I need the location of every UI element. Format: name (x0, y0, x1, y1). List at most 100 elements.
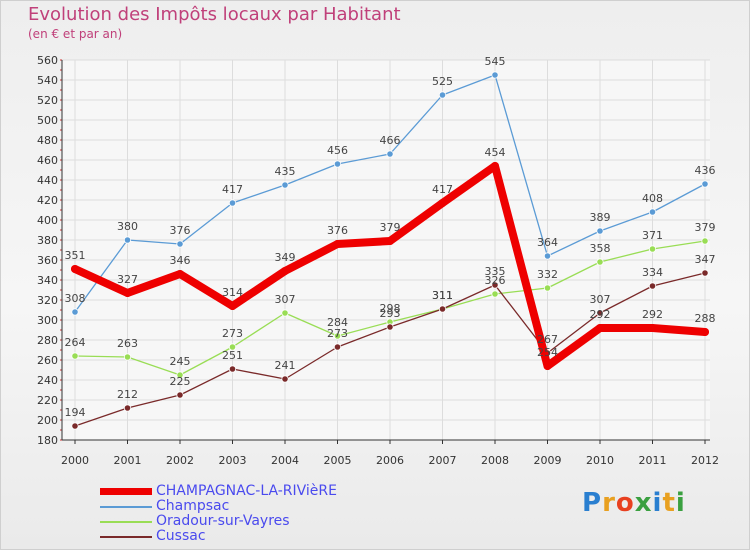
data-point (701, 237, 709, 245)
data-label: 241 (275, 359, 296, 372)
data-point (333, 160, 342, 168)
data-label: 212 (117, 388, 138, 401)
data-label: 456 (327, 144, 348, 157)
data-point (648, 245, 657, 253)
legend-label: Cussac (156, 528, 206, 544)
y-tick-label: 520 (37, 94, 58, 107)
data-point (543, 284, 552, 292)
x-tick-label: 2006 (376, 454, 404, 467)
x-tick-label: 2002 (166, 454, 194, 467)
legend-swatch (100, 488, 152, 495)
logo-letter: x (634, 488, 653, 518)
y-tick-label: 360 (37, 254, 58, 267)
data-label: 454 (485, 146, 506, 159)
data-point (333, 343, 342, 351)
data-label: 358 (590, 242, 611, 255)
data-label: 379 (695, 221, 716, 234)
x-tick-label: 2003 (219, 454, 247, 467)
data-label: 417 (222, 183, 243, 196)
y-tick-label: 560 (37, 54, 58, 67)
data-label: 263 (117, 337, 138, 350)
data-label: 311 (432, 289, 453, 302)
data-point (543, 252, 552, 260)
y-tick-label: 200 (37, 414, 58, 427)
line-chart: 180 200 220 240 260 280 300 320 340 360 380 400 420 4… (37, 54, 719, 467)
data-label: 307 (275, 293, 296, 306)
data-label: 293 (380, 307, 401, 320)
data-point (596, 258, 604, 266)
logo-letter: t (662, 488, 676, 518)
y-tick-label: 280 (37, 334, 58, 347)
data-point (701, 328, 709, 336)
data-label: 307 (590, 293, 611, 306)
data-point (123, 353, 132, 361)
x-tick-label: 2007 (429, 454, 457, 467)
data-point (333, 332, 342, 340)
x-tick-label: 2011 (639, 454, 667, 467)
data-label: 376 (170, 224, 191, 237)
x-tick-label: 2009 (534, 454, 562, 467)
y-tick-label: 400 (37, 214, 58, 227)
y-tick-label: 420 (37, 194, 58, 207)
x-tick-label: 2012 (691, 454, 719, 467)
data-label: 332 (537, 268, 558, 281)
proxiti-logo: Proxiti (582, 488, 686, 518)
plot-area (62, 60, 710, 440)
logo-letter: P (582, 488, 603, 518)
x-tick-label: 2008 (481, 454, 509, 467)
x-tick-label: 2010 (586, 454, 614, 467)
y-tick-label: 440 (37, 174, 58, 187)
data-point (176, 240, 184, 248)
legend-label: Champsac (156, 498, 230, 514)
data-label: 545 (485, 55, 506, 68)
data-point (228, 365, 237, 373)
data-label: 435 (275, 165, 296, 178)
data-point (438, 91, 447, 99)
data-point (176, 391, 184, 399)
data-point (71, 265, 79, 273)
data-label: 351 (65, 249, 86, 262)
data-label: 326 (485, 274, 506, 287)
data-point (281, 267, 289, 275)
data-label: 288 (695, 312, 716, 325)
data-label: 194 (65, 406, 86, 419)
y-tick-label: 480 (37, 134, 58, 147)
data-label: 273 (327, 327, 348, 340)
y-tick-label: 240 (37, 374, 58, 387)
data-point (701, 180, 709, 188)
data-point (281, 375, 289, 383)
y-tick-label: 500 (37, 114, 58, 127)
data-label: 308 (65, 292, 86, 305)
data-point (71, 352, 79, 360)
data-label: 380 (117, 220, 138, 233)
data-label: 314 (222, 286, 243, 299)
data-label: 349 (275, 251, 296, 264)
logo-letter: r (602, 488, 616, 518)
y-tick-label: 180 (37, 434, 58, 447)
data-point (491, 290, 499, 298)
legend-swatch (100, 506, 152, 508)
data-point (176, 371, 184, 379)
data-point (648, 324, 657, 332)
logo-letter: i (675, 488, 686, 518)
data-label: 245 (170, 355, 191, 368)
y-tick-label: 260 (37, 354, 58, 367)
legend-label: CHAMPAGNAC-LA-RIVièRE (156, 483, 337, 499)
y-tick-label: 340 (37, 274, 58, 287)
data-label: 371 (642, 229, 663, 242)
data-point (491, 281, 499, 289)
data-label: 525 (432, 75, 453, 88)
data-point (596, 309, 604, 317)
data-label: 436 (695, 164, 716, 177)
chart-subtitle: (en € et par an) (28, 27, 123, 41)
y-tick-label: 220 (37, 394, 58, 407)
data-label: 284 (327, 316, 348, 329)
data-label: 251 (222, 349, 243, 362)
data-point (543, 362, 552, 370)
data-point (491, 71, 499, 79)
logo-letter: i (652, 488, 663, 518)
x-tick-label: 2005 (324, 454, 352, 467)
data-label: 379 (380, 221, 401, 234)
data-label: 273 (222, 327, 243, 340)
data-point (123, 236, 132, 244)
